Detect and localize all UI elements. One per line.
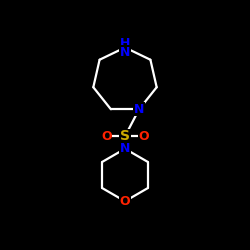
Text: O: O [101, 130, 112, 143]
Text: O: O [138, 130, 149, 143]
Text: N: N [120, 46, 130, 59]
Text: S: S [120, 129, 130, 143]
Text: N: N [120, 142, 130, 155]
Text: H: H [120, 36, 130, 50]
Text: N: N [134, 103, 144, 116]
Text: O: O [120, 195, 130, 208]
